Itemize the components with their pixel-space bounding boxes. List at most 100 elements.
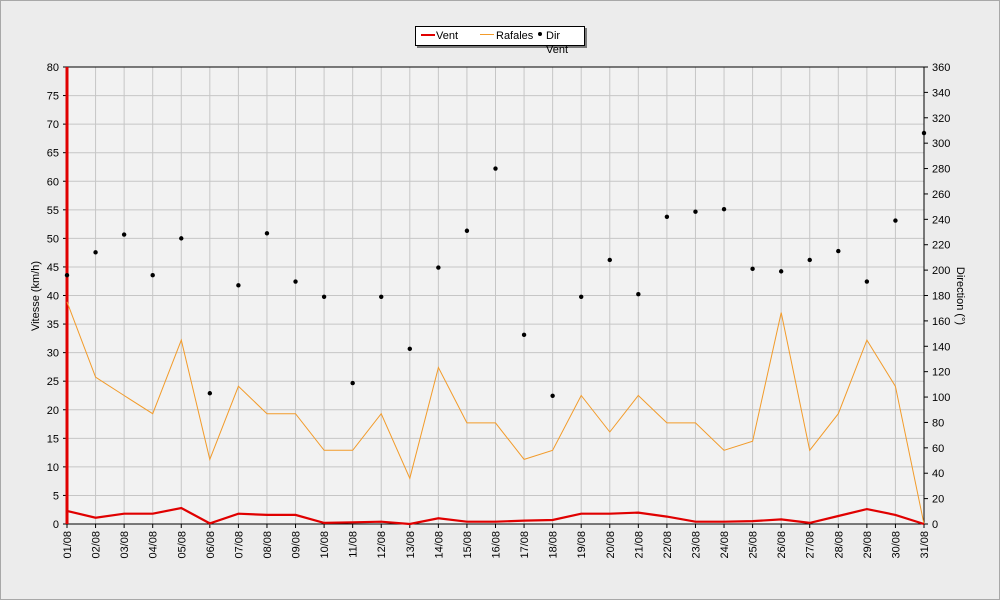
- x-tick-label: 08/08: [262, 531, 274, 559]
- y2-tick-label: 120: [932, 367, 950, 379]
- x-tick-label: 06/08: [205, 531, 217, 559]
- y2-tick-label: 200: [932, 265, 950, 277]
- y2-tick-label: 340: [932, 87, 950, 99]
- y-tick-label: 75: [47, 91, 59, 103]
- point-dir-vent: [236, 283, 241, 288]
- x-tick-label: 10/08: [319, 531, 331, 559]
- y2-tick-label: 240: [932, 214, 950, 226]
- y-tick-label: 15: [47, 433, 59, 445]
- y-tick-label: 20: [47, 405, 59, 417]
- left-axis: 0 5 10 15 20 25 30 35 40 45 50 55 60 65 70 75 80: [47, 62, 67, 531]
- y-tick-label: 70: [47, 119, 59, 131]
- point-dir-vent: [521, 332, 527, 338]
- y2-tick-label: 260: [932, 189, 950, 201]
- point-dir-vent: [778, 269, 784, 274]
- point-dir-vent: [664, 214, 670, 219]
- legend-label-rafales: Rafales: [496, 30, 534, 42]
- point-dir-vent: [179, 236, 184, 241]
- x-tick-label: 15/08: [462, 531, 474, 559]
- y-tick-label: 40: [47, 291, 59, 303]
- point-dir-vent: [721, 206, 727, 212]
- point-dir-vent: [693, 209, 698, 214]
- legend-label-vent: Vent: [436, 30, 459, 42]
- y-tick-label: 5: [53, 490, 59, 502]
- series-line-vent: [66, 506, 925, 526]
- x-tick-label: 24/08: [719, 531, 731, 559]
- point-dir-vent: [807, 257, 812, 263]
- point-dir-vent: [93, 250, 98, 255]
- x-tick-label: 27/08: [805, 531, 817, 559]
- y-tick-label: 30: [47, 348, 59, 360]
- y2-tick-label: 140: [932, 341, 950, 353]
- grid: [66, 66, 925, 525]
- x-tick-label: 28/08: [833, 531, 845, 559]
- point-dir-vent: [579, 294, 584, 299]
- y2-tick-label: 160: [932, 316, 950, 328]
- x-tick-label: 09/08: [291, 531, 303, 559]
- y-tick-label: 45: [47, 262, 59, 274]
- point-dir-vent: [150, 272, 155, 278]
- point-dir-vent: [379, 294, 384, 299]
- y2-tick-label: 60: [932, 443, 944, 455]
- point-dir-vent: [121, 232, 127, 237]
- y-axis-label: Vitesse (km/h): [30, 261, 42, 331]
- y2-tick-label: 220: [932, 240, 950, 252]
- legend-marker-dir-vent: [538, 32, 542, 36]
- y2-tick-label: 100: [932, 392, 950, 404]
- x-tick-label: 07/08: [233, 531, 245, 559]
- point-dir-vent: [264, 231, 270, 236]
- x-tick-label: 31/08: [919, 531, 931, 559]
- y2-tick-label: 80: [932, 417, 944, 429]
- point-dir-vent: [407, 346, 412, 352]
- x-tick-label: 29/08: [862, 531, 874, 559]
- x-tick-label: 21/08: [633, 531, 645, 559]
- x-tick-label: 13/08: [405, 531, 417, 559]
- point-dir-vent: [293, 279, 298, 284]
- point-dir-vent: [921, 130, 927, 136]
- y-tick-label: 55: [47, 205, 59, 217]
- y2-tick-label: 300: [932, 138, 950, 150]
- y2-tick-label: 0: [932, 519, 938, 531]
- x-axis: 01/08 02/08 03/08 04/08 05/08 06/08 07/08 08/08…: [62, 524, 931, 559]
- y2-axis-label: Direction (°): [954, 267, 966, 325]
- x-tick-label: 01/08: [62, 531, 74, 559]
- x-tick-label: 23/08: [690, 531, 702, 559]
- point-dir-vent: [321, 294, 327, 299]
- x-tick-label: 04/08: [148, 531, 160, 559]
- x-tick-label: 05/08: [176, 531, 188, 559]
- legend-label-dir-vent: Dir Vent: [546, 30, 569, 56]
- point-dir-vent: [607, 257, 612, 263]
- x-tick-label: 25/08: [748, 531, 760, 559]
- y-tick-label: 0: [53, 519, 59, 531]
- x-tick-label: 16/08: [491, 531, 503, 559]
- series-line-rafales: [66, 301, 925, 525]
- y-tick-label: 60: [47, 176, 59, 188]
- x-tick-label: 22/08: [662, 531, 674, 559]
- x-tick-label: 30/08: [890, 531, 902, 559]
- y2-tick-label: 180: [932, 291, 950, 303]
- point-dir-vent: [464, 228, 470, 233]
- point-dir-vent: [750, 266, 755, 272]
- x-tick-label: 26/08: [776, 531, 788, 559]
- x-tick-label: 02/08: [91, 531, 103, 559]
- legend-swatch-vent: [421, 34, 435, 36]
- y-tick-label: 10: [47, 462, 59, 474]
- y-tick-label: 25: [47, 376, 59, 388]
- series-layer: [64, 67, 927, 526]
- point-dir-vent: [350, 380, 355, 386]
- point-dir-vent: [493, 166, 498, 171]
- point-dir-vent: [864, 279, 870, 284]
- y-tick-label: 50: [47, 233, 59, 245]
- point-dir-vent: [64, 272, 70, 278]
- x-tick-label: 14/08: [433, 531, 445, 559]
- x-tick-label: 18/08: [548, 531, 560, 559]
- y-tick-label: 35: [47, 319, 59, 331]
- x-tick-label: 17/08: [519, 531, 531, 559]
- legend: Vent Rafales Dir Vent: [415, 26, 585, 56]
- x-tick-label: 11/08: [348, 531, 360, 558]
- x-tick-label: 03/08: [119, 531, 131, 559]
- y-tick-label: 65: [47, 148, 59, 160]
- point-dir-vent: [836, 248, 841, 254]
- point-dir-vent: [636, 292, 641, 297]
